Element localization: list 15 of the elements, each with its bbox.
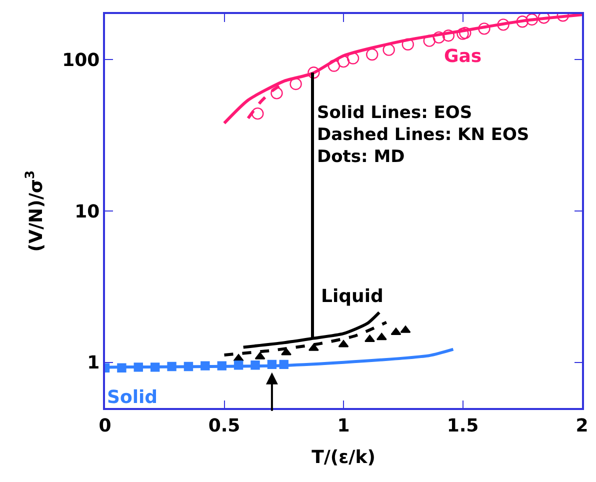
x-tick-label: 1.5 [446,415,479,436]
x-tick-label: 0.5 [208,415,240,436]
annotation: Dashed Lines: KN EOS [317,125,530,146]
x-axis-title: T/(ε/k) [312,446,376,468]
y-tick-label: 10 [74,201,100,222]
annotation: Solid Lines: EOS [317,103,472,123]
series-label: Gas [444,46,482,67]
annotation: Dots: MD [317,147,405,168]
x-tick-label: 2 [576,415,588,436]
series-label: Liquid [321,286,384,307]
y-tick-label: 1 [87,352,100,374]
x-tick-label: 0 [98,415,112,436]
y-tick-label: 100 [62,50,100,71]
series-label: Solid [107,387,158,408]
x-tick-label: 1 [337,415,350,436]
